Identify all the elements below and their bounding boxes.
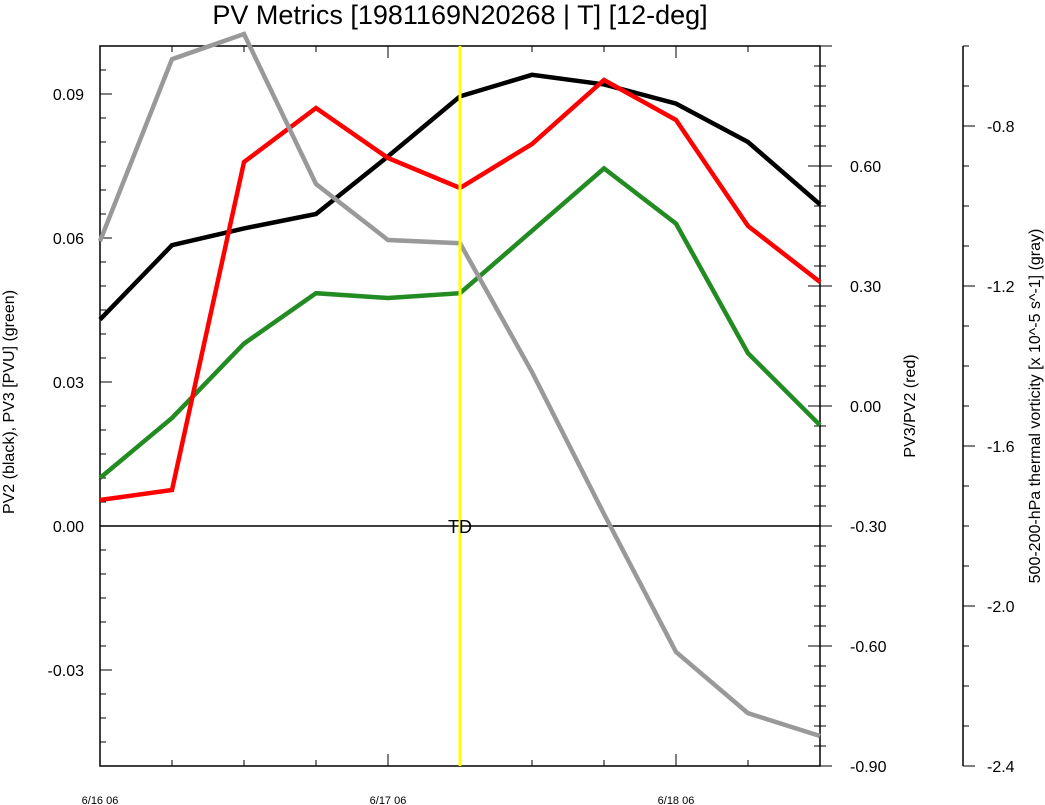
far-right-y-tick-label: -2.0 [987, 599, 1015, 616]
far-right-y-axis-label: 500-200-hPa thermal vorticity [x 10^-5 s… [1027, 229, 1044, 584]
right-y-tick-label: 0.30 [850, 279, 881, 296]
left-y-tick-label: 0.00 [53, 519, 84, 536]
left-y-tick-label: 0.06 [53, 231, 84, 248]
right-y-tick-label: -0.60 [850, 639, 887, 656]
far-right-y-tick-label: -0.8 [987, 119, 1015, 136]
left-y-axis-label: PV2 (black), PV3 [PVU] (green) [1, 290, 18, 514]
far-right-y-tick-label: -1.2 [987, 279, 1015, 296]
x-tick-label: 6/16 06 [82, 795, 119, 805]
x-tick-label: 6/18 06 [658, 795, 695, 805]
chart-title: PV Metrics [1981169N20268 | T] [12-deg] [212, 0, 707, 30]
right-y-tick-label: 0.60 [850, 159, 881, 176]
right-y-tick-label: -0.90 [850, 759, 887, 776]
x-tick-label: 6/17 06 [370, 795, 407, 805]
plot-area: 6/16 06 6/17 06 6/18 06 -0.03 0.00 0.03 0.06 0.… [1, 31, 1044, 805]
left-y-tick-label: 0.09 [53, 87, 84, 104]
right-y-tick-label: -0.30 [850, 519, 887, 536]
far-right-y-tick-label: -2.4 [987, 759, 1015, 776]
far-right-y-tick-label: -1.6 [987, 439, 1015, 456]
right-y-tick-label: 0.00 [850, 399, 881, 416]
td-marker-label: TD [448, 517, 472, 537]
left-y-tick-label: -0.03 [48, 663, 85, 680]
left-y-tick-label: 0.03 [53, 375, 84, 392]
right-y-axis-label: PV3/PV2 (red) [902, 354, 919, 457]
